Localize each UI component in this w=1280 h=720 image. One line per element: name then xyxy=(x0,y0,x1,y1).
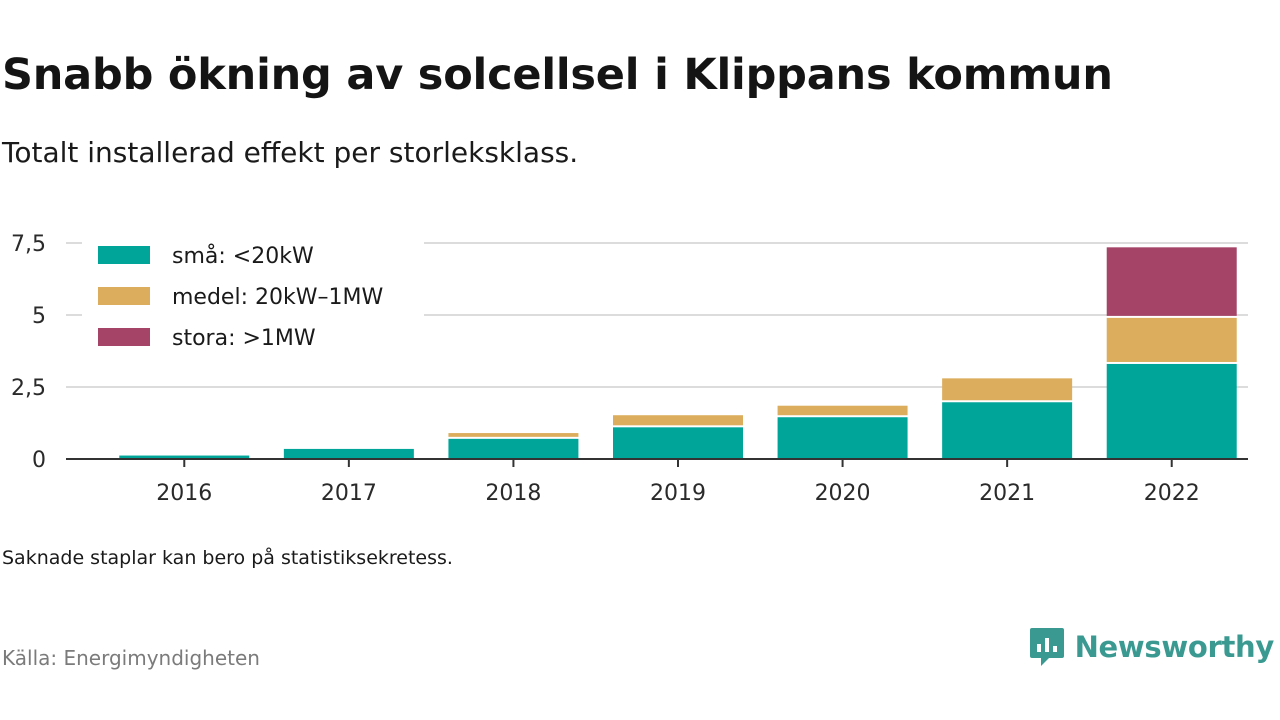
source-credit: Källa: Energimyndigheten xyxy=(2,646,260,670)
bar-2019-series-1 xyxy=(613,427,743,459)
legend-swatch-2 xyxy=(98,287,150,305)
bar-2016-series-1 xyxy=(119,455,250,459)
chart-title: Snabb ökning av solcellsel i Klippans ko… xyxy=(2,50,1113,100)
legend-swatch-1 xyxy=(98,246,150,264)
bar-2022-series-3 xyxy=(1106,247,1237,316)
legend-label-3: stora: >1MW xyxy=(172,326,316,351)
legend-label-1: små: <20kW xyxy=(172,243,314,269)
bar-2022-series-2 xyxy=(1106,317,1237,362)
x-tick-label-2020: 2020 xyxy=(815,481,871,506)
x-tick-label-2018: 2018 xyxy=(485,481,541,506)
y-tick-label: 7,5 xyxy=(11,232,46,257)
x-tick-label-2021: 2021 xyxy=(979,481,1035,506)
x-tick-label-2017: 2017 xyxy=(321,481,377,506)
legend-label-2: medel: 20kW–1MW xyxy=(172,285,383,310)
legend: små: <20kW medel: 20kW–1MW stora: >1MW xyxy=(82,238,424,358)
bar-2020-series-2 xyxy=(777,405,908,416)
bar-2018-series-1 xyxy=(448,438,579,459)
axes: 0 2,5 5 7,5 2016 2017 2018 2019 2020 2021 2022 xyxy=(11,232,1248,506)
x-tick-label-2016: 2016 xyxy=(156,481,212,506)
bar-2022-series-1 xyxy=(1106,363,1237,459)
x-tick-label-2019: 2019 xyxy=(650,481,706,506)
bar-2017-series-1 xyxy=(283,448,414,459)
bar-2021-series-1 xyxy=(942,402,1073,459)
newsworthy-logo-icon xyxy=(1029,628,1064,666)
stacked-bar-chart: 0 2,5 5 7,5 2016 2017 2018 2019 2020 2021 2022 små… xyxy=(11,232,1248,506)
bars xyxy=(119,247,1237,459)
chart-subtitle: Totalt installerad effekt per storlekskl… xyxy=(2,136,579,169)
legend-swatch-3 xyxy=(98,328,150,346)
footnote: Saknade staplar kan bero på statistiksek… xyxy=(2,547,453,569)
brand-name: Newsworthy xyxy=(1074,630,1275,664)
y-tick-label: 5 xyxy=(32,304,46,329)
bar-2021-series-2 xyxy=(942,378,1073,401)
y-tick-label: 0 xyxy=(32,448,46,473)
bar-2018-series-2 xyxy=(448,433,579,437)
x-tick-label-2022: 2022 xyxy=(1144,481,1200,506)
y-tick-label: 2,5 xyxy=(11,376,46,401)
bar-2019-series-2 xyxy=(613,415,743,426)
brand-logo: Newsworthy xyxy=(1029,626,1274,668)
bar-2020-series-1 xyxy=(777,417,908,459)
